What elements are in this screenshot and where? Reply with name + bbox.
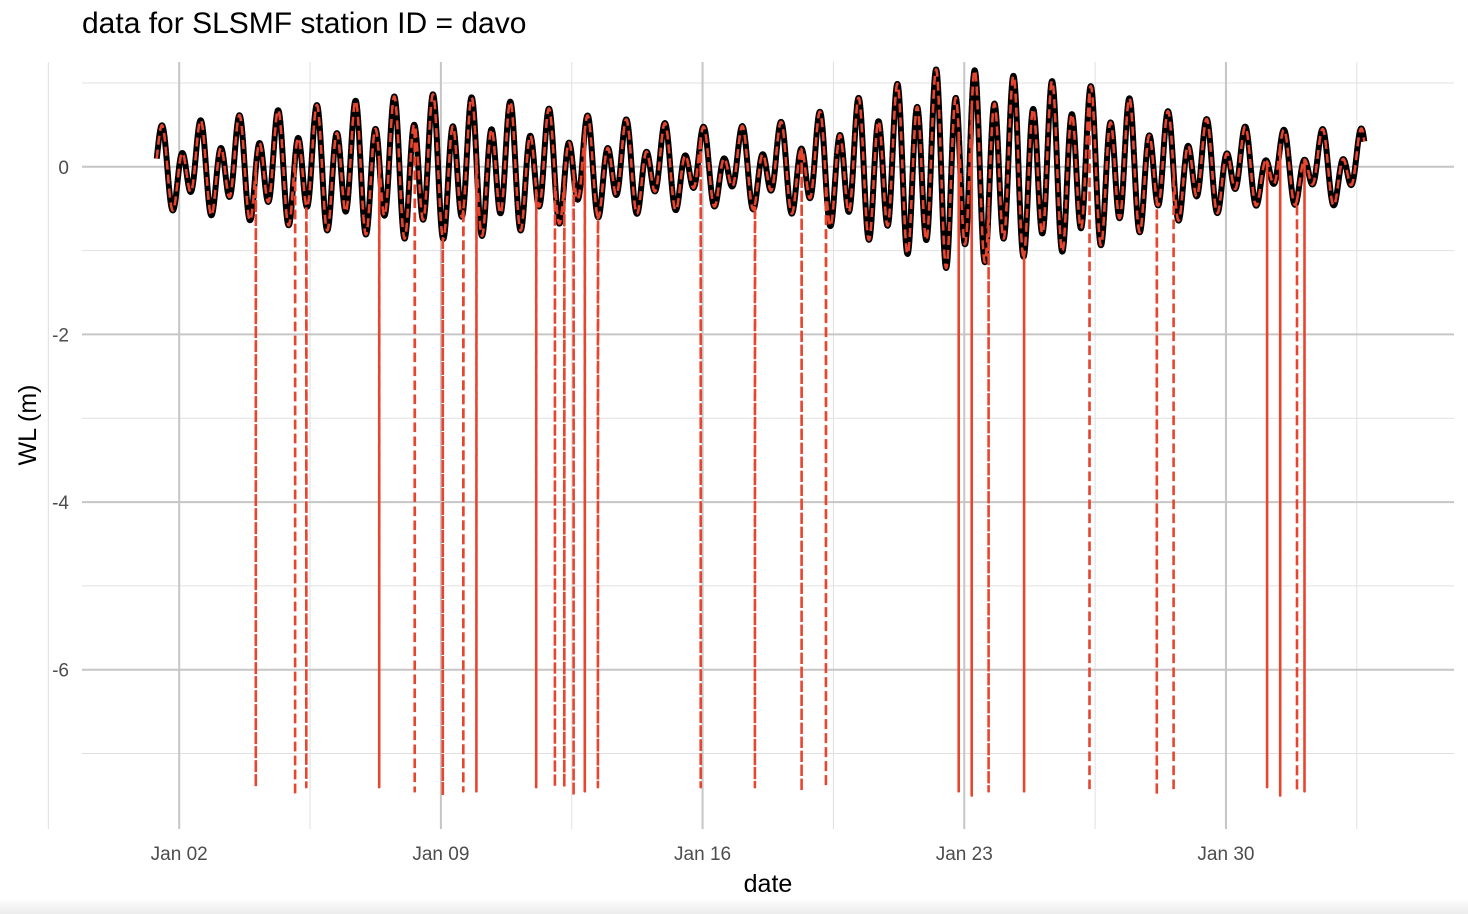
series-layer — [153, 66, 1368, 797]
y-tick-label: -2 — [52, 325, 69, 346]
x-tick-label: Jan 30 — [1197, 844, 1254, 865]
y-axis-title: WL (m) — [14, 385, 42, 466]
x-axis-title: date — [744, 870, 793, 898]
x-tick-label: Jan 02 — [151, 844, 208, 865]
chart-title: data for SLSMF station ID = davo — [82, 7, 526, 40]
x-tick-label: Jan 16 — [674, 844, 731, 865]
bottom-edge — [0, 898, 1468, 914]
y-tick-labels: 0 -2 -4 -6 — [52, 158, 69, 682]
x-tick-label: Jan 23 — [936, 844, 993, 865]
y-tick-label: -6 — [52, 661, 69, 682]
y-tick-label: -4 — [52, 493, 69, 514]
x-tick-label: Jan 09 — [412, 844, 469, 865]
minor-gridlines — [47, 62, 1454, 829]
y-tick-label: 0 — [58, 158, 69, 179]
x-tick-labels: Jan 02 Jan 09 Jan 16 Jan 23 Jan 30 — [151, 844, 1255, 865]
